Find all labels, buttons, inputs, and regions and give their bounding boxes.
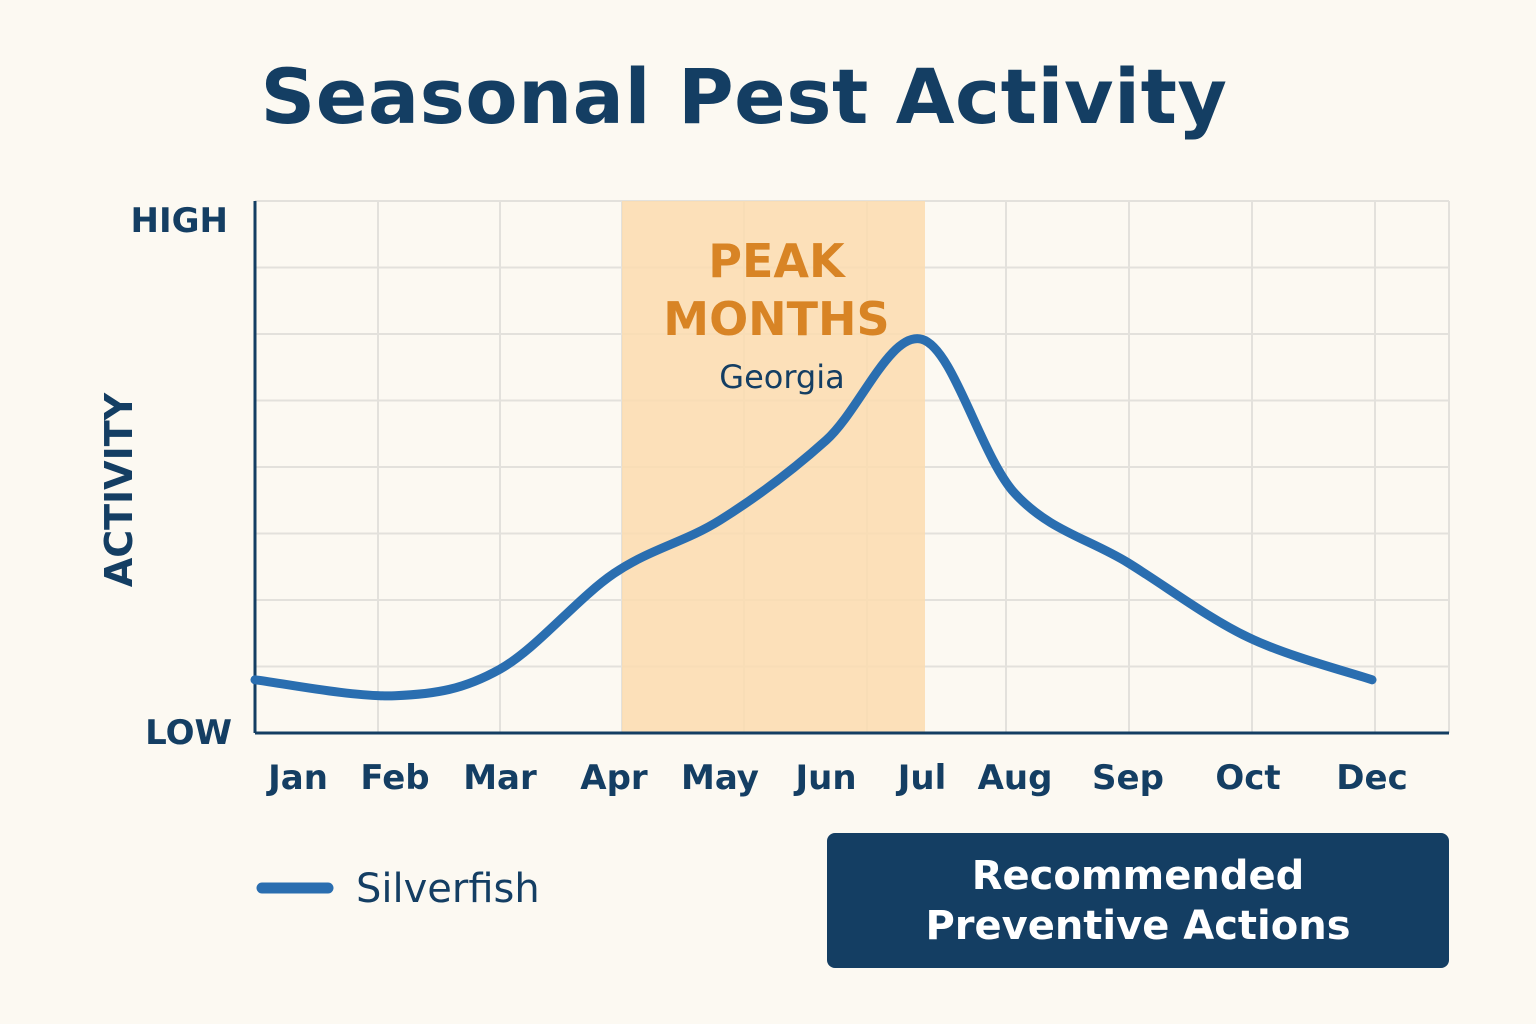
peak-label-line2: MONTHS	[663, 292, 889, 346]
x-tick-may: May	[681, 758, 759, 798]
button-label-line2: Preventive Actions	[925, 902, 1351, 949]
y-tick-low: LOW	[145, 713, 232, 753]
chart-title: Seasonal Pest Activity	[260, 52, 1228, 141]
series-line-silverfish	[250, 334, 1377, 701]
axes	[253, 201, 1449, 735]
x-tick-feb: Feb	[360, 758, 429, 798]
recommended-actions-button[interactable]: Recommended Preventive Actions	[827, 833, 1449, 968]
peak-sublabel: Georgia	[719, 358, 844, 396]
x-tick-jan: Jan	[266, 758, 328, 798]
x-tick-labels: Jan Feb Mar Apr May Jun Jul Aug Sep Oct Dec	[266, 758, 1408, 798]
peak-label-line1: PEAK	[708, 234, 847, 288]
y-axis-label: ACTIVITY	[97, 392, 141, 587]
x-tick-jul: Jul	[896, 758, 947, 798]
x-tick-mar: Mar	[463, 758, 537, 798]
x-tick-apr: Apr	[580, 758, 648, 798]
x-tick-oct: Oct	[1215, 758, 1280, 798]
x-tick-sep: Sep	[1092, 758, 1164, 798]
peak-band	[622, 201, 925, 733]
legend-label-silverfish: Silverfish	[356, 866, 540, 912]
button-label-line1: Recommended	[971, 852, 1305, 899]
x-tick-dec: Dec	[1336, 758, 1407, 798]
x-tick-aug: Aug	[978, 758, 1053, 798]
y-tick-high: HIGH	[131, 201, 228, 241]
x-tick-jun: Jun	[793, 758, 856, 798]
